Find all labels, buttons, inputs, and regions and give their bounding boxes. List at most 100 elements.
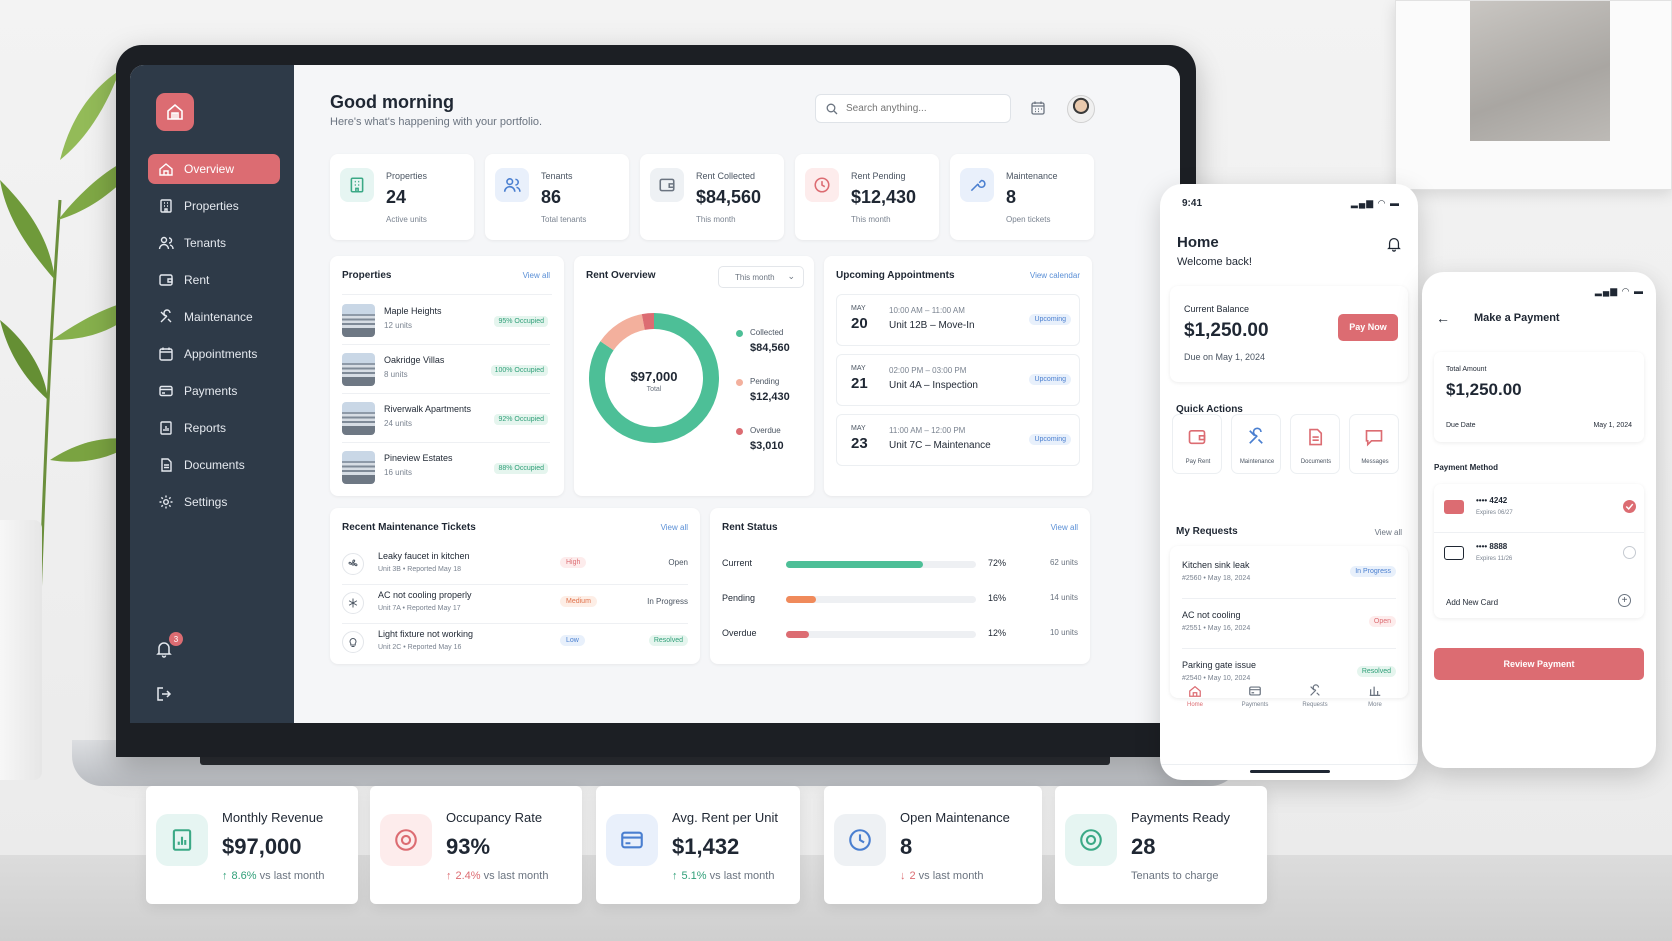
review-payment-button[interactable]: Review Payment (1434, 648, 1644, 680)
kpi-change-value: 8.6% (231, 870, 257, 882)
divider (342, 393, 550, 394)
tickets-view-all[interactable]: View all (660, 523, 688, 532)
users-icon (503, 178, 521, 192)
tab-home[interactable]: Home (1170, 684, 1220, 708)
rent-status-label: Pending (722, 593, 756, 603)
sidebar-item-tenants[interactable]: Tenants (148, 228, 280, 258)
request-item[interactable]: AC not cooling #2551 • May 16, 2024 Open (1182, 600, 1396, 649)
search-bar[interactable] (815, 94, 1011, 123)
kpi-card-open-maintenance[interactable]: Open Maintenance 8 ↓ 2 vs last month (824, 786, 1042, 904)
rent-overview-card: Rent Overview This month ⌄ $97,000 Total… (574, 256, 814, 496)
quick-action-icon-wrap (1246, 427, 1266, 452)
user-avatar[interactable] (1067, 95, 1095, 123)
stat-card-properties[interactable]: Properties 24 Active units (330, 154, 474, 240)
view-calendar-link[interactable]: View calendar (1029, 271, 1080, 280)
pay-now-button[interactable]: Pay Now (1338, 314, 1398, 341)
sidebar-item-reports[interactable]: Reports (148, 413, 280, 443)
appointment-item[interactable]: MAY 21 02:00 PM – 03:00 PM Unit 4A – Inspec… (836, 354, 1080, 406)
add-card-label[interactable]: Add New Card (1446, 598, 1499, 607)
sidebar-item-properties[interactable]: Properties (148, 191, 280, 221)
tab-label: Home (1186, 702, 1203, 708)
stat-card-rent-collected[interactable]: Rent Collected $84,560 This month (640, 154, 784, 240)
search-input[interactable] (846, 103, 996, 114)
tab-payments[interactable]: Payments (1230, 684, 1280, 708)
ticket-row[interactable]: Light fixture not working Unit 2C • Repor… (342, 624, 688, 662)
payment-method-title: Payment Method (1434, 463, 1499, 472)
rent-status-units: 14 units (1049, 593, 1078, 602)
card-icon (1444, 546, 1464, 560)
occupancy-badge: 100% Occupied (490, 365, 548, 376)
ticket-meta: Unit 3B • Reported May 18 (378, 566, 461, 573)
sidebar-item-appointments[interactable]: Appointments (148, 339, 280, 369)
due-date-label: Due Date (1446, 422, 1476, 429)
property-row[interactable]: Oakridge Villas 8 units 100% Occupied (342, 349, 550, 389)
payment-card-option[interactable]: •••• 8888 Expires 11/26 (1444, 536, 1638, 580)
kpi-card-payments-ready[interactable]: Payments Ready 28 Tenants to charge (1055, 786, 1267, 904)
sidebar-item-documents[interactable]: Documents (148, 450, 280, 480)
quick-action-pay-rent[interactable]: Pay Rent (1172, 414, 1222, 474)
ticket-row[interactable]: Leaky faucet in kitchen Unit 3B • Reporte… (342, 546, 688, 584)
appointment-day: 21 (851, 375, 868, 392)
calendar-button[interactable] (1030, 100, 1046, 121)
sidebar-item-payments[interactable]: Payments (148, 376, 280, 406)
property-row[interactable]: Maple Heights 12 units 95% Occupied (342, 300, 550, 340)
calendar-icon (1031, 101, 1045, 115)
target-icon (395, 829, 417, 851)
tab-requests[interactable]: Requests (1290, 684, 1340, 708)
tab-more[interactable]: More (1350, 684, 1400, 708)
rent-status-bar (786, 631, 976, 638)
rent-status-view-all[interactable]: View all (1050, 523, 1078, 532)
properties-view-all[interactable]: View all (522, 271, 550, 280)
ticket-row[interactable]: AC not cooling properly Unit 7A • Reporte… (342, 585, 688, 623)
back-button[interactable]: ← (1436, 310, 1450, 326)
app-logo[interactable] (156, 93, 194, 131)
request-item[interactable]: Parking gate issue #2540 • May 10, 2024 Re… (1182, 650, 1396, 698)
calendar-icon (159, 347, 173, 361)
period-select[interactable]: This month ⌄ (718, 266, 804, 288)
sidebar-item-maintenance[interactable]: Maintenance (148, 302, 280, 332)
stat-label: Maintenance (1006, 171, 1058, 181)
selected-radio[interactable] (1623, 500, 1636, 513)
payment-card-option[interactable]: •••• 4242 Expires 06/27 (1434, 490, 1644, 534)
home-indicator (1250, 770, 1330, 773)
stat-value: $12,430 (851, 187, 917, 207)
stat-icon-wrap (495, 168, 529, 202)
sidebar-item-overview[interactable]: Overview (148, 154, 280, 184)
kpi-card-monthly-revenue[interactable]: Monthly Revenue $97,000 ↑ 8.6% vs last mont… (146, 786, 358, 904)
appointment-item[interactable]: MAY 20 10:00 AM – 11:00 AM Unit 12B – Move-… (836, 294, 1080, 346)
occupancy-badge: 95% Occupied (494, 316, 548, 327)
logout-button[interactable] (155, 685, 173, 708)
lightbulb-icon (349, 638, 357, 647)
properties-title: Properties (342, 270, 392, 281)
appointment-item[interactable]: MAY 23 11:00 AM – 12:00 PM Unit 7C – Mainte… (836, 414, 1080, 466)
property-thumbnail (342, 402, 375, 435)
property-units: 12 units (384, 321, 413, 330)
stat-card-tenants[interactable]: Tenants 86 Total tenants (485, 154, 629, 240)
property-row[interactable]: Pineview Estates 16 units 88% Occupied (342, 447, 550, 487)
kpi-card-occupancy-rate[interactable]: Occupancy Rate 93% ↑ 2.4% vs last month (370, 786, 582, 904)
sidebar-item-settings[interactable]: Settings (148, 487, 280, 517)
appointment-time: 10:00 AM – 11:00 AM (889, 306, 965, 315)
kpi-card-avg-rent-per-unit[interactable]: Avg. Rent per Unit $1,432 ↑ 5.1% vs last mo… (596, 786, 800, 904)
property-row[interactable]: Riverwalk Apartments 24 units 92% Occupied (342, 398, 550, 438)
kpi-icon-wrap (606, 814, 658, 866)
ticket-title: Light fixture not working (378, 629, 474, 639)
quick-action-messages[interactable]: Messages (1349, 414, 1399, 474)
quick-action-maintenance[interactable]: Maintenance (1231, 414, 1281, 474)
kpi-change-note: vs last month (915, 870, 984, 882)
unselected-radio[interactable] (1623, 546, 1636, 559)
add-card-button[interactable]: + (1618, 594, 1631, 607)
card-number: •••• 4242 (1476, 496, 1508, 505)
stat-card-rent-pending[interactable]: Rent Pending $12,430 This month (795, 154, 939, 240)
quick-action-documents[interactable]: Documents (1290, 414, 1340, 474)
stat-icon-wrap (960, 168, 994, 202)
kpi-label: Avg. Rent per Unit (672, 810, 778, 825)
request-item[interactable]: Kitchen sink leak #2560 • May 18, 2024 In … (1182, 550, 1396, 599)
notifications-button[interactable]: 3 (155, 632, 183, 663)
donut-segment-pending (600, 314, 646, 351)
stat-card-maintenance[interactable]: Maintenance 8 Open tickets (950, 154, 1094, 240)
appointment-time: 11:00 AM – 12:00 PM (889, 426, 966, 435)
notification-button[interactable] (1386, 236, 1402, 257)
requests-view-all[interactable]: View all (1374, 528, 1402, 537)
sidebar-item-rent[interactable]: Rent (148, 265, 280, 295)
